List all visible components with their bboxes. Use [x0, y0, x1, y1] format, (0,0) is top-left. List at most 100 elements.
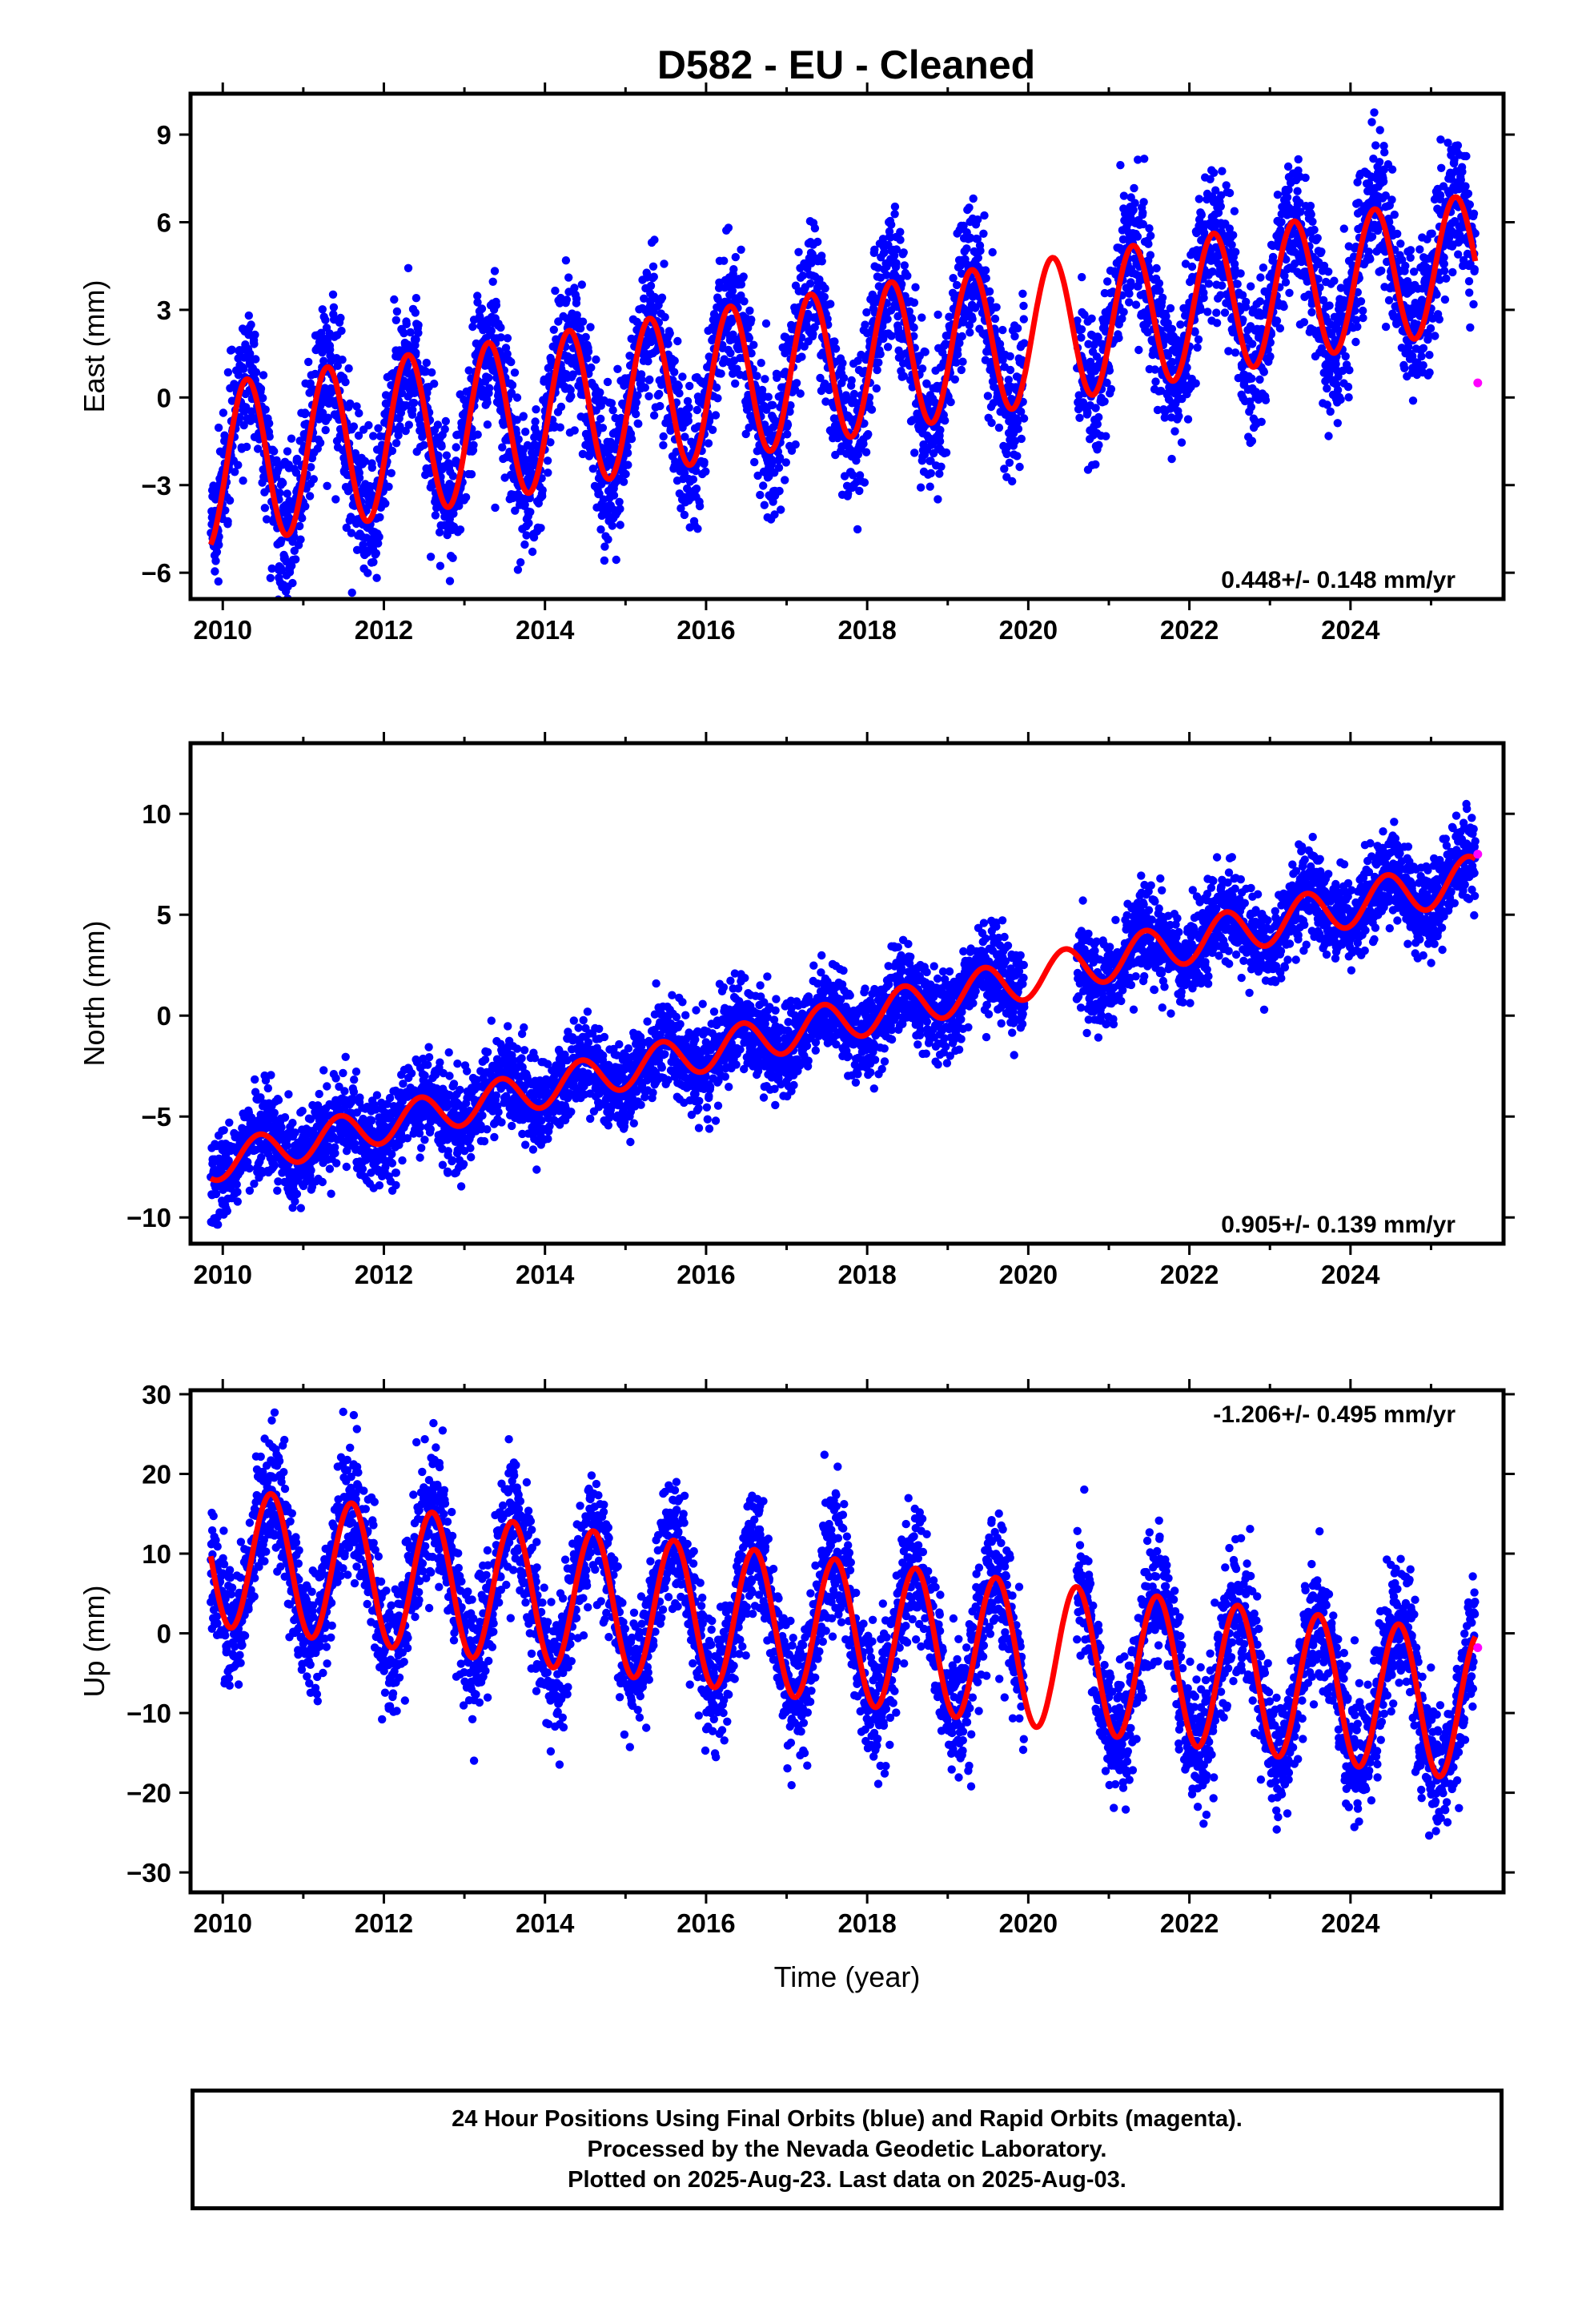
east-data-point: [1466, 323, 1475, 332]
east-data-point: [600, 556, 609, 565]
east-data-point: [1019, 301, 1028, 311]
east-data-point: [1193, 343, 1202, 352]
east-data-point: [659, 432, 668, 441]
east-data-point: [1154, 279, 1164, 287]
east-y-tick-label: −3: [141, 471, 171, 501]
east-data-point: [440, 424, 449, 434]
east-data-point: [364, 420, 373, 430]
east-data-point: [1432, 290, 1441, 299]
east-data-point: [508, 380, 517, 390]
east-data-point: [1129, 206, 1138, 215]
east-data-point: [526, 508, 535, 517]
east-data-point: [346, 399, 355, 408]
east-data-point: [491, 503, 500, 513]
east-data-point: [1299, 318, 1309, 327]
east-data-point: [507, 357, 516, 367]
east-data-point: [1174, 412, 1183, 420]
east-data-point: [611, 413, 620, 423]
east-data-point: [613, 364, 622, 373]
east-data-point: [910, 448, 919, 457]
east-data-point: [242, 442, 251, 452]
east-data-point: [1469, 300, 1478, 309]
east-data-point: [665, 329, 674, 338]
east-data-point: [1146, 231, 1155, 240]
east-data-point: [941, 416, 950, 425]
east-data-point: [820, 292, 829, 301]
east-data-point: [253, 444, 263, 453]
east-data-point: [246, 349, 255, 358]
east-data-point: [448, 553, 457, 562]
east-data-point: [1439, 267, 1449, 275]
east-data-point: [528, 547, 537, 557]
east-data-point: [511, 506, 520, 515]
east-data-point: [911, 283, 920, 292]
east-data-point: [670, 368, 679, 376]
east-data-point: [351, 448, 360, 458]
east-data-point: [251, 330, 259, 340]
east-data-point: [279, 478, 287, 488]
east-data-point: [1017, 434, 1026, 444]
east-data-point: [1306, 201, 1315, 211]
east-y-tick-label: 6: [157, 207, 171, 237]
east-data-point: [414, 328, 423, 337]
east-data-point: [729, 265, 738, 274]
east-data-point: [1177, 438, 1186, 447]
east-data-point: [791, 440, 800, 449]
east-data-point: [1158, 293, 1167, 302]
east-data-point: [1140, 155, 1149, 163]
east-data-point: [461, 493, 471, 502]
east-data-point: [1406, 246, 1415, 255]
east-data-point: [917, 364, 927, 373]
east-data-point: [1224, 347, 1233, 356]
east-data-point: [1167, 324, 1177, 333]
east-y-tick-label: −6: [141, 558, 171, 588]
east-data-point: [1083, 408, 1092, 417]
east-data-point: [1343, 382, 1353, 392]
east-data-point: [713, 394, 722, 403]
east-data-point: [1187, 262, 1197, 271]
east-data-point: [1233, 279, 1242, 288]
east-data-point: [260, 504, 270, 513]
east-data-point: [685, 381, 694, 391]
east-data-point: [435, 528, 444, 537]
east-data-point: [1353, 322, 1362, 332]
east-data-point: [1166, 304, 1175, 313]
east-data-point: [277, 536, 286, 545]
east-data-point: [634, 420, 643, 428]
east-data-point: [587, 363, 596, 372]
east-data-point: [1425, 368, 1434, 377]
east-data-point: [514, 435, 523, 444]
east-data-point: [887, 220, 896, 229]
east-x-tick-label: 2016: [677, 615, 735, 645]
east-data-point: [717, 369, 725, 378]
east-data-point: [874, 358, 883, 367]
east-data-point: [1425, 351, 1434, 360]
east-data-point: [1102, 432, 1110, 440]
east-data-point: [342, 523, 351, 533]
east-data-point: [507, 388, 516, 397]
east-data-point: [935, 469, 944, 478]
east-data-point: [757, 359, 765, 368]
east-data-point: [1013, 324, 1022, 333]
east-data-point: [578, 449, 588, 459]
east-data-point: [892, 259, 901, 267]
east-data-point: [375, 513, 384, 522]
east-data-point: [225, 496, 235, 505]
east-data-point: [1144, 239, 1153, 248]
east-data-point: [660, 259, 669, 268]
east-data-point: [647, 337, 656, 347]
east-data-point: [1406, 253, 1415, 262]
east-data-point: [753, 372, 761, 380]
east-data-point: [1019, 414, 1029, 423]
east-data-point: [644, 357, 652, 366]
east-data-point: [883, 343, 893, 352]
east-data-point: [783, 430, 792, 439]
east-data-point: [1387, 195, 1396, 204]
east-data-point: [394, 431, 403, 440]
east-data-point: [578, 317, 588, 326]
east-data-point: [974, 253, 983, 263]
east-data-point: [1470, 265, 1480, 274]
east-data-point: [797, 352, 806, 361]
east-data-point: [265, 419, 274, 428]
east-data-point: [1294, 155, 1303, 164]
